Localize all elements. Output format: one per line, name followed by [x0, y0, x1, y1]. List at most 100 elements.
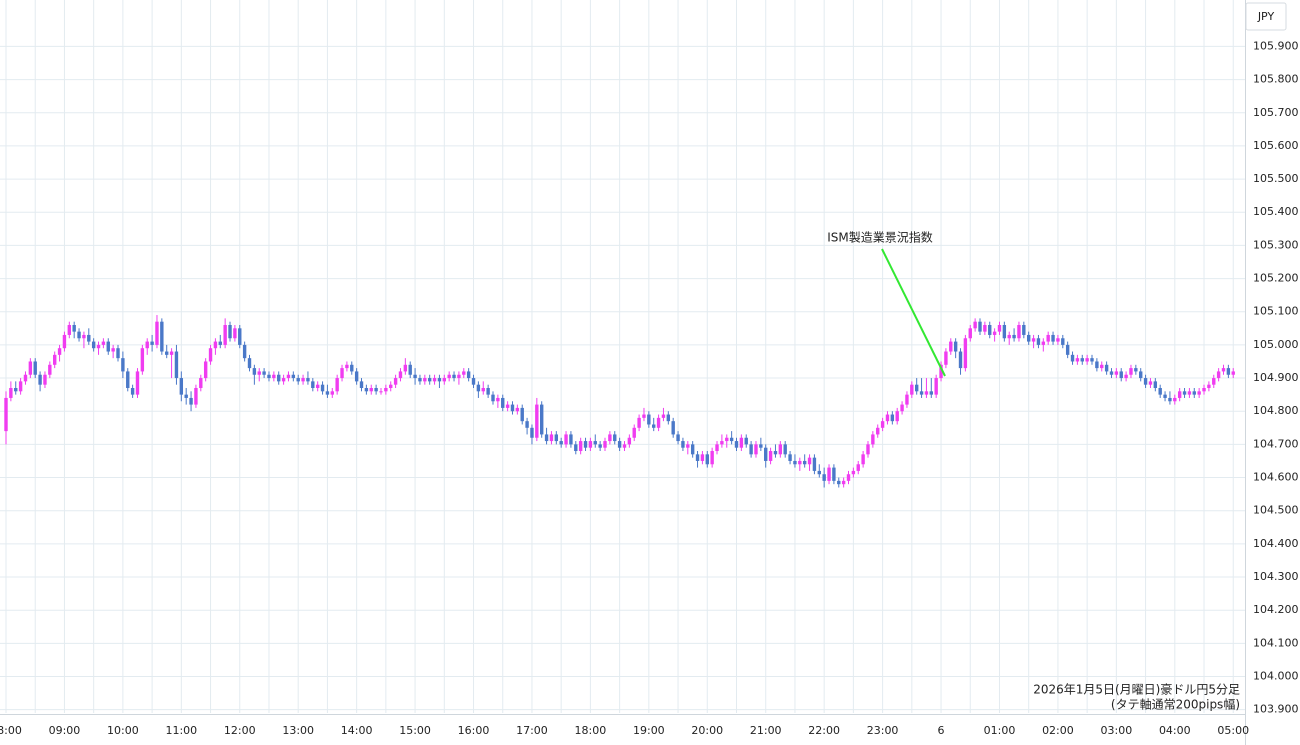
candle-body — [1046, 334, 1050, 342]
candle-body — [1231, 371, 1235, 375]
candle-body — [768, 451, 773, 461]
y-tick-label: 105.500 — [1253, 172, 1299, 185]
candle-body — [1022, 324, 1026, 335]
grid — [0, 0, 1245, 713]
candle-body — [788, 454, 792, 461]
candle-body — [837, 480, 841, 485]
candle-body — [802, 460, 807, 465]
candle-body — [656, 417, 661, 428]
candle-body — [1148, 381, 1153, 385]
x-tick-label: 18:00 — [575, 724, 607, 737]
candle-body — [38, 374, 42, 385]
candle-body — [841, 480, 846, 485]
y-tick-label: 105.700 — [1253, 106, 1299, 119]
candle-body — [944, 351, 948, 365]
candle-body — [82, 334, 86, 339]
candle-body — [885, 414, 890, 422]
candle-body — [997, 324, 1002, 332]
x-tick-label: 6 — [938, 724, 945, 737]
candle-body — [783, 444, 787, 455]
candle-body — [924, 391, 929, 395]
candle-body — [393, 378, 398, 385]
x-tick-label: 23:00 — [867, 724, 899, 737]
candle-body — [218, 341, 222, 345]
candle-body — [121, 358, 125, 372]
candle-body — [880, 421, 885, 428]
candle-body — [749, 444, 753, 455]
x-tick-label: 10:00 — [107, 724, 139, 737]
candle-body — [574, 444, 578, 452]
candle-body — [700, 454, 705, 461]
candle-body — [1143, 378, 1148, 385]
candle-body — [286, 374, 291, 379]
candle-body — [559, 441, 563, 445]
x-tick-label: 19:00 — [633, 724, 665, 737]
candle-body — [189, 397, 193, 405]
x-tick-label: 11:00 — [165, 724, 197, 737]
candle-body — [1192, 391, 1196, 395]
candle-body — [354, 371, 359, 382]
candle-body — [1134, 368, 1138, 372]
candle-body — [773, 451, 778, 455]
candle-body — [1056, 338, 1060, 342]
candle-body — [968, 328, 972, 339]
candle-body — [301, 378, 305, 382]
candle-body — [1012, 334, 1016, 339]
candle-body — [1226, 368, 1231, 375]
candle-body — [764, 447, 768, 461]
candle-body — [569, 434, 573, 445]
candle-body — [242, 344, 247, 359]
candle-body — [817, 470, 821, 475]
candle-body — [949, 341, 953, 352]
candle-body — [963, 338, 968, 369]
candle-body — [281, 378, 286, 382]
candle-body — [973, 321, 977, 329]
candle-body — [588, 441, 593, 448]
x-tick-label: 17:00 — [516, 724, 548, 737]
candle-body — [583, 441, 588, 448]
candle-body — [720, 441, 724, 445]
y-tick-label: 104.100 — [1253, 636, 1299, 649]
x-tick-label: 02:00 — [1042, 724, 1074, 737]
candle-body — [515, 407, 520, 412]
candle-body — [895, 411, 899, 422]
footer-note: (タテ軸通常200pips幅) — [1111, 697, 1240, 712]
candle-body — [471, 378, 476, 385]
candle-body — [1202, 388, 1206, 392]
candle-body — [77, 331, 81, 339]
candle-body — [1177, 391, 1182, 398]
candle-body — [978, 321, 982, 332]
currency-box — [1245, 2, 1287, 31]
candle-body — [423, 378, 427, 382]
candle-body — [267, 374, 271, 379]
candle-body — [311, 381, 315, 389]
y-tick-label: 105.900 — [1253, 39, 1299, 52]
candle-body — [4, 397, 8, 432]
candle-body — [900, 404, 904, 412]
candle-body — [457, 374, 461, 379]
candle-body — [184, 394, 188, 398]
candle-body — [1031, 338, 1036, 342]
candle-body — [165, 351, 169, 355]
candle-body — [179, 378, 184, 395]
candle-body — [53, 354, 57, 365]
candle-body — [822, 474, 826, 481]
candle-body — [1065, 344, 1070, 355]
candle-body — [934, 378, 938, 395]
candle-body — [57, 348, 62, 355]
candle-body — [705, 454, 709, 465]
candle-body — [578, 441, 583, 452]
candle-body — [544, 434, 549, 442]
candle-body — [1007, 334, 1011, 339]
candle-body — [1109, 371, 1114, 375]
candle-body — [861, 454, 865, 465]
candle-body — [1153, 381, 1158, 389]
candle-body — [233, 328, 237, 339]
candle-body — [379, 391, 383, 393]
candle-body — [1158, 388, 1162, 395]
candle-body — [247, 358, 252, 369]
candle-body — [530, 427, 534, 438]
y-tick-label: 104.400 — [1253, 537, 1299, 550]
candle-body — [690, 444, 695, 455]
